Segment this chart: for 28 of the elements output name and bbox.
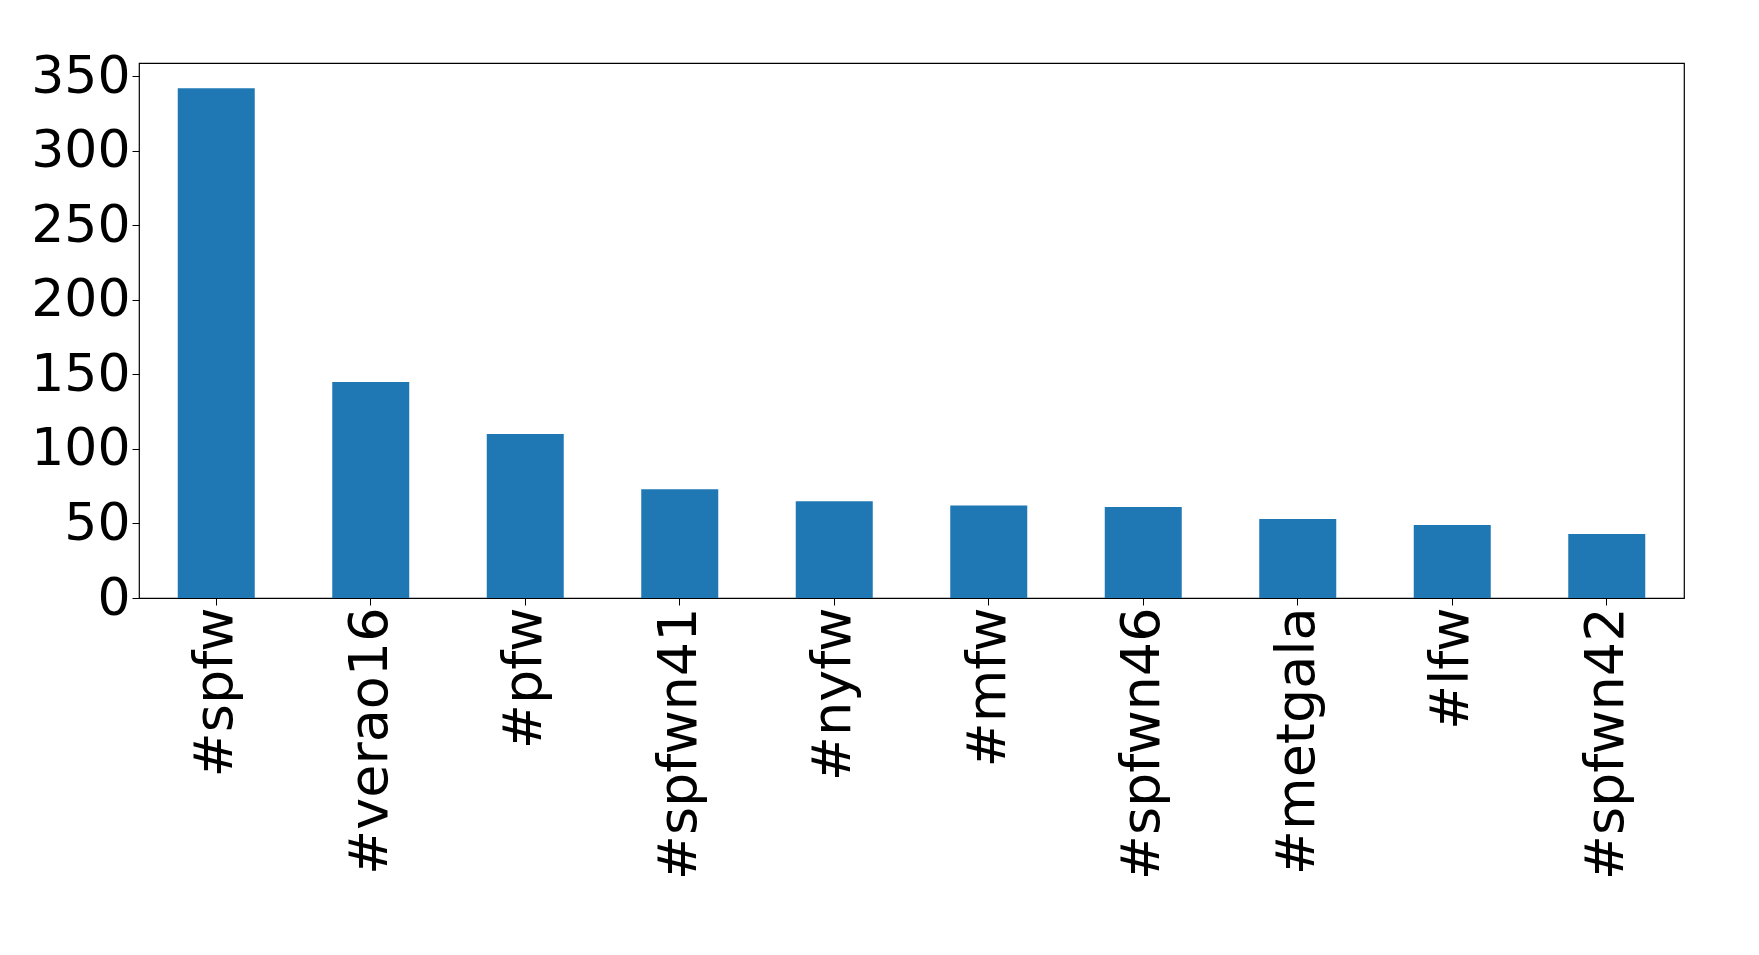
bar — [332, 381, 410, 598]
y-tick-label: 150 — [31, 342, 131, 403]
y-tick-label: 300 — [31, 119, 131, 180]
x-tick-label: #spfwn46 — [1109, 607, 1173, 881]
x-tick-label: #spfwn42 — [1572, 607, 1636, 881]
x-tick-label: #mfw — [954, 607, 1018, 768]
y-tick-label: 0 — [97, 566, 131, 627]
x-tick-label: #spfw — [182, 607, 246, 778]
bar — [1568, 533, 1646, 598]
x-tick-label: #spfwn41 — [645, 607, 709, 881]
y-tick-label: 100 — [31, 417, 131, 478]
x-tick-label: #verao16 — [336, 607, 400, 875]
bar — [950, 505, 1028, 598]
bar — [1104, 507, 1182, 598]
bar — [1413, 524, 1491, 598]
bar — [1259, 519, 1337, 598]
x-tick-label: #metgala — [1263, 607, 1327, 876]
x-tick-label: #pfw — [491, 607, 555, 750]
y-tick-label: 350 — [31, 44, 131, 105]
x-tick-label: #lfw — [1418, 607, 1482, 730]
y-tick-label: 250 — [31, 193, 131, 254]
bar — [177, 88, 255, 598]
bar — [795, 501, 873, 598]
y-tick-label: 200 — [31, 268, 131, 329]
x-tick-label: #nyfw — [800, 607, 864, 782]
bar — [641, 489, 719, 598]
bar — [486, 434, 564, 598]
y-tick-label: 50 — [64, 491, 131, 552]
